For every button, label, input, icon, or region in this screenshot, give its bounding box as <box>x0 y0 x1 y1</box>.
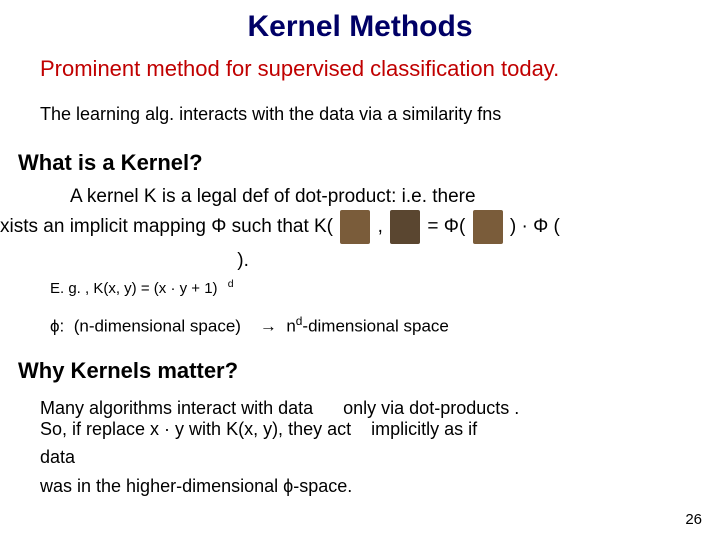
intro-text: The learning alg. interacts with the dat… <box>40 104 700 125</box>
why-l4a: was in the higher-dimensional <box>40 476 283 496</box>
kernel-def-close: ). <box>237 250 249 271</box>
phi-domain: (n-dimensional space) <box>74 317 241 336</box>
page-number: 26 <box>685 511 702 528</box>
kernel-def-eq: = Φ( <box>427 216 465 237</box>
eg-exponent: d <box>228 278 234 290</box>
kernel-def-exists: xists an implicit mapping Φ such that K( <box>0 216 333 237</box>
phi-n: n <box>286 317 295 336</box>
eg-prefix: E. g. , K(x, y) = (x · y + 1) <box>50 280 218 297</box>
why-l4b: ϕ-space. <box>283 476 352 496</box>
kernel-def-comma: , <box>378 216 383 237</box>
kernel-definition: A kernel K is a legal def of dot-product… <box>0 185 710 278</box>
slide-title: Kernel Methods <box>0 10 720 44</box>
why-l1a: Many algorithms interact with data <box>40 398 313 418</box>
phi-mapping-line: ϕ: (n-dimensional space) → nd-dimensiona… <box>50 314 449 337</box>
section-what-is-kernel: What is a Kernel? <box>18 150 203 176</box>
why-kernels-body: Many algorithms interact with data only … <box>40 398 700 497</box>
phi-rest: -dimensional space <box>302 317 448 336</box>
phi-arrow: → <box>260 317 277 336</box>
face-image-3 <box>473 210 503 244</box>
slide: { "title": "Kernel Methods", "subtitle":… <box>0 0 720 540</box>
why-l2b: implicitly as if <box>371 419 477 439</box>
slide-subtitle: Prominent method for supervised classifi… <box>40 56 710 82</box>
why-l2a: So, if replace x · y with K(x, y), they … <box>40 419 351 439</box>
why-l1b: only via dot-products . <box>343 398 519 418</box>
phi-symbol: ϕ: <box>50 317 64 336</box>
why-l3: data <box>40 447 75 467</box>
face-image-2 <box>390 210 420 244</box>
kernel-def-line1: A kernel K is a legal def of dot-product… <box>70 186 476 207</box>
kernel-def-dotphi: ) · Φ ( <box>510 216 560 237</box>
face-image-1 <box>340 210 370 244</box>
section-why-kernels: Why Kernels matter? <box>18 358 238 384</box>
example-line: E. g. , K(x, y) = (x · y + 1) d <box>50 278 234 297</box>
